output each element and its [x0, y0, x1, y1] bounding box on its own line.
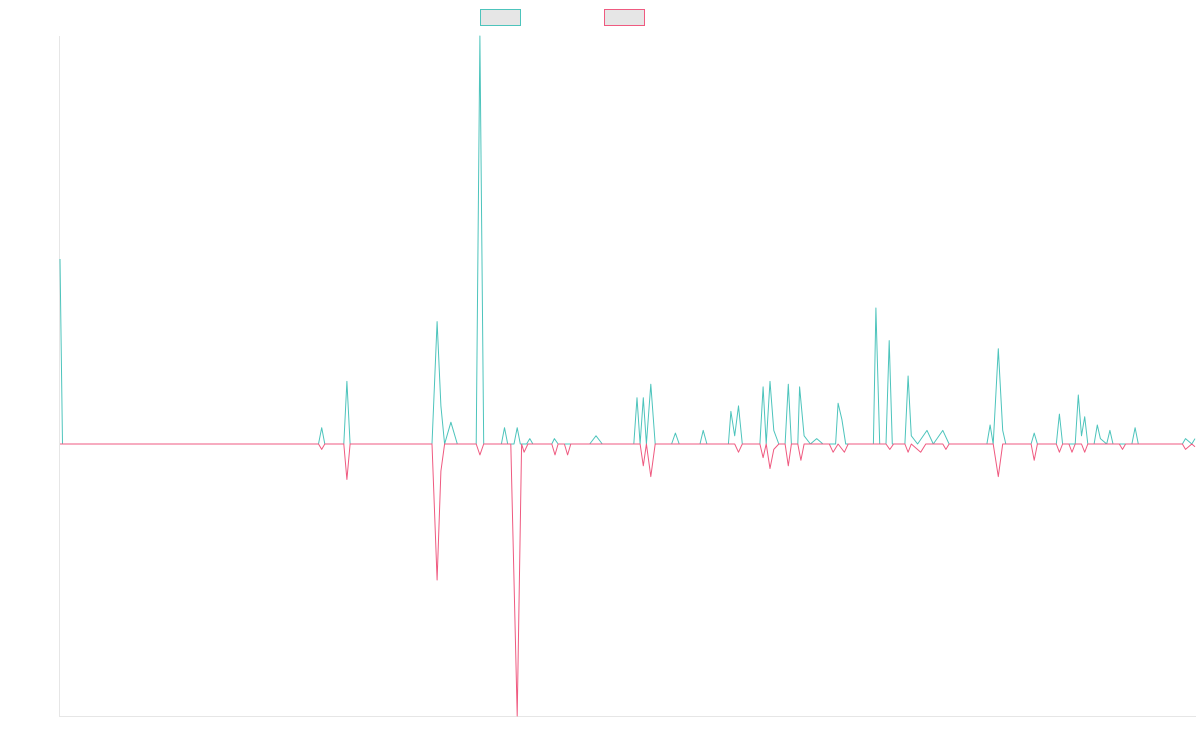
- legend-swatch-series-1[interactable]: [480, 9, 521, 26]
- series-layer: [59, 35, 1196, 717]
- series-line-2: [60, 443, 1196, 717]
- legend: [480, 9, 645, 26]
- series-line-1: [59, 35, 1196, 445]
- legend-swatch-series-2[interactable]: [604, 9, 645, 26]
